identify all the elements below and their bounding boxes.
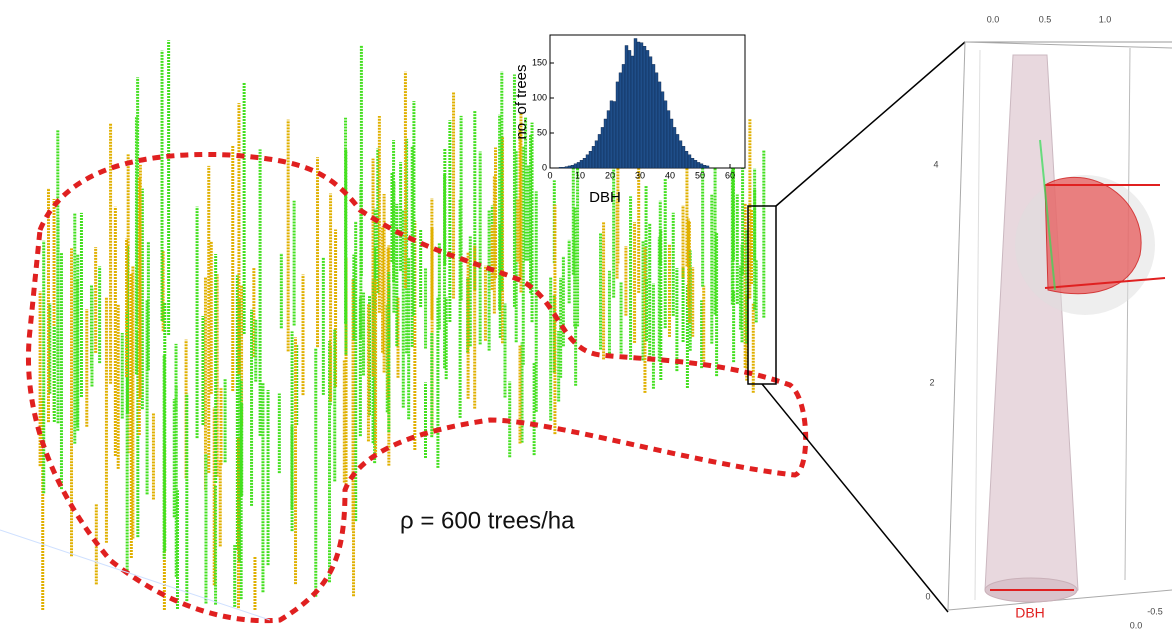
bar	[618, 72, 623, 169]
bar	[636, 41, 641, 169]
bar	[678, 140, 683, 169]
top-tick: 0.0	[987, 14, 1000, 24]
bar	[699, 163, 704, 169]
top-tick: 0.5	[1039, 14, 1052, 24]
bar	[702, 164, 707, 169]
x-tick-label: 0	[547, 170, 552, 180]
bar	[600, 127, 605, 169]
box-edge	[1124, 47, 1131, 581]
bar	[663, 100, 668, 169]
height-tick: 2	[929, 377, 934, 387]
x-tick-label: 30	[635, 170, 645, 180]
y-tick-label: 150	[532, 57, 547, 67]
bar	[588, 150, 593, 169]
bar	[612, 101, 617, 169]
x-tick-label: 10	[575, 170, 585, 180]
y-tick-label: 0	[542, 162, 547, 172]
bar	[597, 134, 602, 169]
forest-point-cloud	[38, 40, 766, 610]
box-edge	[947, 41, 966, 611]
plot-boundary	[25, 151, 809, 624]
bar	[567, 165, 572, 169]
bar	[573, 163, 578, 169]
bar	[591, 146, 596, 169]
bar	[696, 162, 701, 169]
x-tick-label: 50	[695, 170, 705, 180]
height-tick: 4	[933, 159, 938, 169]
bar	[672, 127, 677, 169]
ground-axis	[0, 529, 271, 621]
box-edge	[974, 49, 981, 601]
bar	[579, 160, 584, 169]
zoom-line	[775, 41, 966, 207]
y-tick-label: 100	[532, 92, 547, 102]
bar	[675, 134, 680, 169]
bar	[687, 154, 692, 169]
bar	[621, 64, 626, 169]
bar	[642, 46, 647, 169]
bar	[594, 140, 599, 169]
bar	[564, 166, 569, 169]
bar	[627, 50, 632, 169]
bar	[639, 42, 644, 169]
bar	[576, 162, 581, 169]
top-tick: 1.0	[1099, 14, 1112, 24]
bar	[582, 157, 587, 169]
bar	[666, 110, 671, 169]
bar	[669, 118, 674, 169]
bar	[603, 118, 608, 169]
bar	[615, 81, 620, 169]
x-tick-label: 60	[725, 170, 735, 180]
x-tick-label: 40	[665, 170, 675, 180]
bar	[660, 91, 665, 169]
y-axis-label: no. of trees	[513, 64, 530, 139]
bar	[633, 38, 638, 169]
bar	[651, 64, 656, 169]
bar	[558, 167, 563, 169]
bar	[645, 50, 650, 169]
bottom-tick: -0.5	[1147, 606, 1163, 616]
y-tick-label: 50	[537, 127, 547, 137]
bar	[585, 154, 590, 169]
bar	[609, 100, 614, 169]
zoom-view: DBH 0.0 0.5 1.0 4 2 0 -0.5 0.0	[925, 14, 1172, 630]
dbh-label: DBH	[1015, 605, 1045, 621]
bar	[570, 164, 575, 169]
bar	[624, 45, 629, 169]
bar	[693, 160, 698, 169]
zoom-line	[761, 383, 949, 613]
bar	[681, 146, 686, 169]
bar	[654, 72, 659, 169]
box-edge	[964, 41, 1172, 49]
stem-trace	[1039, 139, 1056, 291]
bottom-tick: 0.0	[1130, 620, 1143, 630]
bar	[690, 157, 695, 169]
crown-marker	[1044, 277, 1166, 289]
height-tick: 0	[925, 591, 930, 601]
x-axis-label: DBH	[589, 189, 621, 206]
dbh-histogram: no. of trees DBH 0 10 20 30 40 50 60 0 50 100 150	[513, 34, 746, 206]
x-tick-label: 20	[605, 170, 615, 180]
bar	[630, 55, 635, 169]
bar	[684, 150, 689, 169]
bar	[606, 110, 611, 169]
bar	[648, 56, 653, 169]
bar	[657, 81, 662, 169]
box-edge	[947, 589, 1172, 611]
stem-cone	[984, 54, 1079, 602]
bar	[561, 167, 566, 169]
bar	[705, 165, 710, 169]
crown	[1044, 176, 1142, 295]
density-label: ρ = 600 trees/ha	[400, 507, 575, 534]
